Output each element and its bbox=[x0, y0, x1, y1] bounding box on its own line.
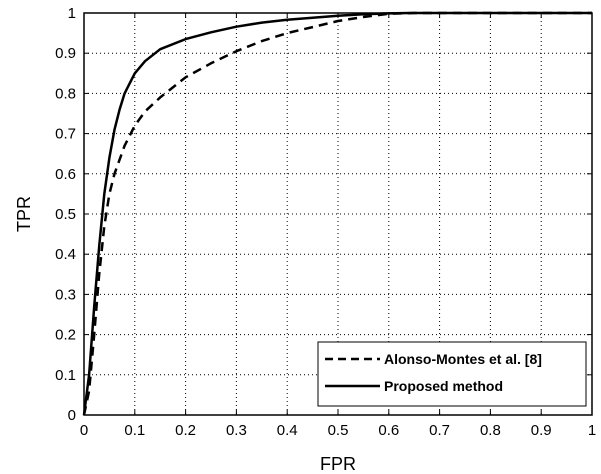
y-tick-label: 0.4 bbox=[55, 246, 76, 263]
y-tick-label: 0.9 bbox=[55, 45, 76, 62]
x-tick-label: 0 bbox=[80, 422, 88, 439]
x-tick-label: 0.7 bbox=[429, 422, 450, 439]
y-tick-label: 0.3 bbox=[55, 286, 76, 303]
y-ticks: 0 0.1 0.2 0.3 0.4 0.5 0.6 0.7 0.8 0.9 1 bbox=[55, 5, 592, 424]
series-line-alonso-montes bbox=[82, 11, 592, 416]
y-tick-label: 0.2 bbox=[55, 327, 76, 344]
x-tick-label: 0.9 bbox=[531, 422, 552, 439]
grid bbox=[84, 13, 592, 415]
series-line-proposed bbox=[82, 11, 592, 416]
y-tick-label: 0 bbox=[68, 407, 76, 424]
y-tick-label: 0.6 bbox=[55, 166, 76, 183]
x-tick-label: 0.1 bbox=[124, 422, 145, 439]
series-layer bbox=[82, 11, 592, 416]
x-tick-label: 0.3 bbox=[226, 422, 247, 439]
x-tick-label: 1 bbox=[588, 422, 596, 439]
y-axis-title: TPR bbox=[14, 196, 34, 232]
legend-label-proposed: Proposed method bbox=[384, 378, 503, 394]
x-tick-label: 0.2 bbox=[175, 422, 196, 439]
legend-box bbox=[317, 341, 587, 407]
x-tick-label: 0.5 bbox=[328, 422, 349, 439]
y-tick-label: 0.5 bbox=[55, 206, 76, 223]
x-axis-title: FPR bbox=[320, 454, 356, 474]
y-tick-label: 1 bbox=[68, 5, 76, 22]
legend: Alonso-Montes et al. [8] Proposed method bbox=[317, 341, 587, 407]
y-tick-label: 0.1 bbox=[55, 367, 76, 384]
x-tick-label: 0.6 bbox=[378, 422, 399, 439]
y-tick-label: 0.7 bbox=[55, 126, 76, 143]
x-ticks: 0 0.1 0.2 0.3 0.4 0.5 0.6 0.7 0.8 0.9 1 bbox=[80, 13, 596, 439]
x-tick-label: 0.4 bbox=[277, 422, 298, 439]
legend-label-alonso: Alonso-Montes et al. [8] bbox=[384, 351, 542, 367]
x-tick-label: 0.8 bbox=[480, 422, 501, 439]
y-tick-label: 0.8 bbox=[55, 85, 76, 102]
